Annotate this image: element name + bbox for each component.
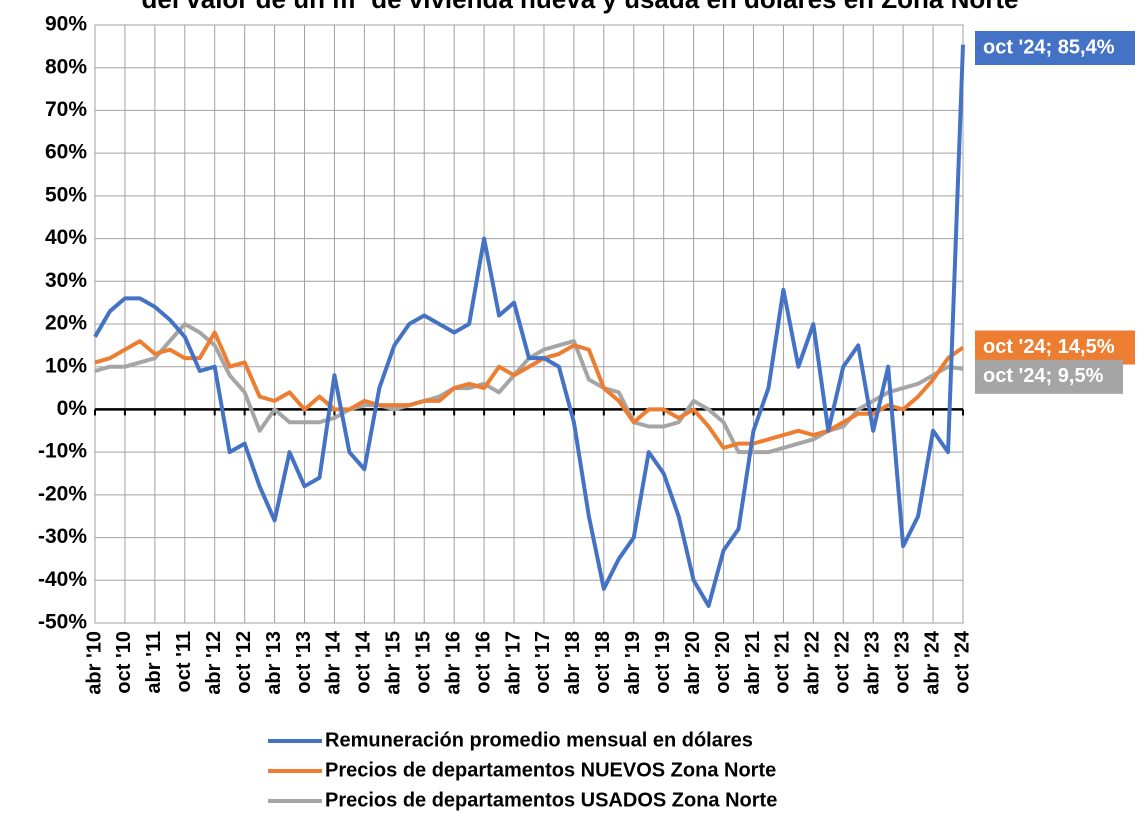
y-tick-label: -40% [38,568,87,591]
legend-label: Precios de departamentos USADOS Zona Nor… [325,789,777,811]
y-tick-label: 30% [45,269,87,292]
y-tick-label: 50% [45,183,87,206]
x-tick-label: oct '16 [472,631,494,694]
end-label: oct '24; 85,4% [983,36,1115,58]
x-tick-label: abr '24 [921,630,943,695]
x-tick-label: abr '23 [861,631,883,695]
x-tick-label: oct '21 [772,631,794,694]
x-tick-label: abr '12 [203,631,225,695]
y-tick-label: -30% [38,525,87,548]
series-line [94,330,965,450]
x-tick-label: oct '12 [233,631,255,694]
x-tick-label: oct '18 [592,631,614,694]
y-tick-label: 70% [45,98,87,121]
x-tick-label: abr '10 [83,631,105,695]
end-label: oct '24; 9,5% [983,365,1104,387]
x-tick-label: oct '24 [951,630,973,693]
x-tick-label: abr '13 [263,631,285,695]
y-tick-label: 40% [45,226,87,249]
y-tick-label: -10% [38,440,87,463]
x-tick-label: oct '13 [293,631,315,694]
y-tick-label: 20% [45,312,87,335]
end-label: oct '24; 14,5% [983,336,1115,358]
end-label-box [975,31,1135,65]
end-label-box [975,330,1135,365]
series-line [93,44,965,608]
y-tick-label: 80% [45,55,87,78]
x-tick-label: abr '11 [143,631,165,694]
x-tick-label: abr '22 [802,631,824,695]
x-tick-label: abr '16 [442,631,464,695]
x-tick-label: oct '20 [712,631,734,694]
x-tick-label: abr '19 [622,631,644,695]
y-tick-label: 60% [45,141,87,164]
chart-title: del valor de un m² de vivienda nueva y u… [141,0,1018,14]
y-tick-label: 10% [45,354,87,377]
x-tick-label: abr '15 [383,631,405,695]
x-tick-label: oct '23 [891,631,913,694]
y-tick-label: -20% [38,482,87,505]
legend-label: Remuneración promedio mensual en dólares [325,729,753,751]
x-tick-label: oct '17 [532,631,554,694]
y-tick-label: 0% [57,397,88,420]
x-tick-label: oct '10 [113,631,135,694]
x-tick-label: oct '22 [832,631,854,694]
x-tick-label: oct '14 [353,630,375,693]
x-tick-label: abr '20 [682,631,704,695]
x-tick-label: abr '17 [502,631,524,695]
y-tick-label: -50% [38,611,87,634]
legend-label: Precios de departamentos NUEVOS Zona Nor… [325,759,776,781]
x-tick-label: abr '21 [742,631,764,695]
x-tick-label: oct '19 [652,631,674,694]
x-tick-label: oct '11 [173,631,195,692]
x-tick-label: oct '15 [413,631,435,694]
x-tick-label: abr '14 [323,630,345,695]
y-tick-label: 90% [45,13,87,36]
end-label-box [975,359,1123,394]
x-tick-label: abr '18 [562,631,584,695]
